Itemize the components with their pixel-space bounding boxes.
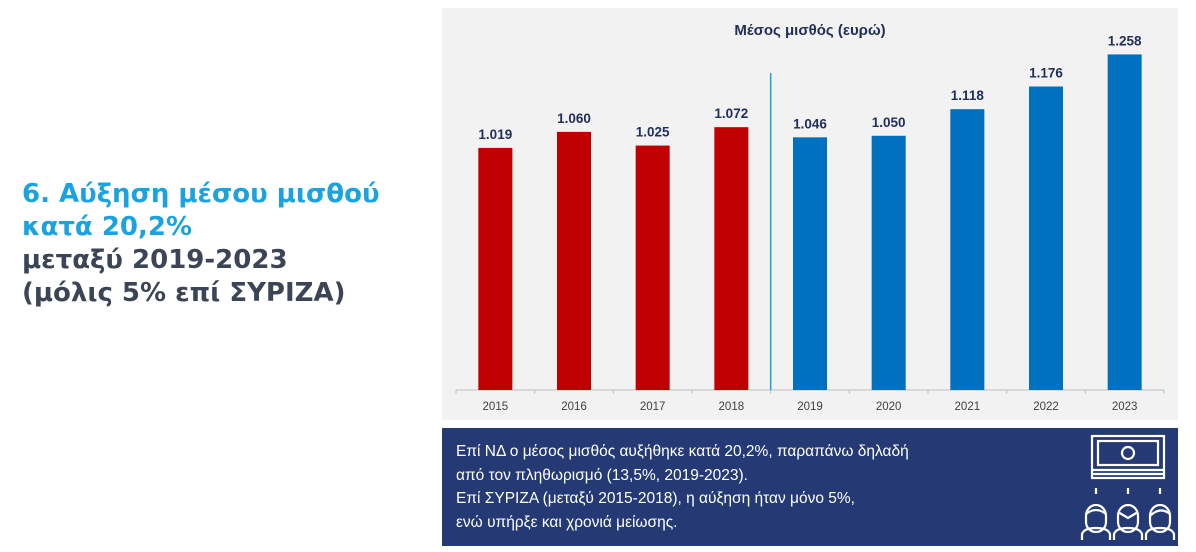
bar-2022	[1029, 86, 1063, 391]
x-tick-label-2018: 2018	[719, 401, 745, 413]
chart-panel: Μέσος μισθός (ευρώ) 1.019 2015 1.060 2016 1.…	[442, 8, 1178, 420]
bar-2020	[871, 135, 906, 390]
data-label-2017: 1.025	[636, 125, 670, 140]
bar-2023	[1107, 54, 1142, 390]
bar-chart: 1.019 2015 1.060 2016 1.025 2017 1.072 2018 1.04…	[455, 33, 1165, 413]
x-tick-label-2019: 2019	[797, 401, 823, 413]
data-label-2022: 1.176	[1029, 65, 1063, 80]
headline-line-4: (μόλις 5% επί ΣΥΡΙΖΑ)	[22, 278, 346, 308]
x-tick-label-2023: 2023	[1112, 401, 1138, 413]
bar-2016	[557, 131, 591, 390]
note-line-1: Επί ΝΔ ο μέσος μισθός αυξήθηκε κατά 20,2…	[456, 443, 909, 460]
chart-title: Μέσος μισθός (ευρώ)	[734, 22, 886, 39]
data-label-2015: 1.019	[478, 127, 512, 142]
salary-people-icon	[1080, 434, 1176, 540]
x-tick-label-2016: 2016	[561, 401, 587, 413]
x-tick-label-2022: 2022	[1033, 401, 1059, 413]
note-line-4: ενώ υπήρξε και χρονιά μείωσης.	[456, 513, 678, 531]
bar-2018	[714, 127, 749, 390]
x-tick-label-2017: 2017	[640, 401, 666, 413]
data-label-2023: 1.258	[1108, 33, 1142, 48]
data-label-2019: 1.046	[793, 116, 827, 131]
headline-line-2: κατά 20,2%	[22, 212, 193, 242]
headline: 6. Αύξηση μέσου μισθού κατά 20,2% μεταξύ…	[22, 178, 422, 310]
bar-2017	[635, 145, 670, 390]
data-label-2021: 1.118	[951, 88, 985, 103]
note-text: Επί ΝΔ ο μέσος μισθός αυξήθηκε κατά 20,2…	[456, 440, 1066, 534]
x-tick-label-2020: 2020	[876, 401, 902, 413]
headline-line-1: 6. Αύξηση μέσου μισθού	[22, 179, 380, 209]
note-line-3: Επί ΣΥΡΙΖΑ (μεταξύ 2015-2018), η αύξηση …	[456, 490, 855, 507]
bar-2021	[950, 109, 985, 390]
x-tick-label-2015: 2015	[483, 401, 509, 413]
x-tick-label-2021: 2021	[955, 401, 981, 413]
data-label-2020: 1.050	[872, 115, 906, 130]
note-line-2: από τον πληθωρισμό (13,5%, 2019-2023).	[456, 466, 748, 484]
bar-2019	[793, 137, 827, 390]
headline-line-3: μεταξύ 2019-2023	[22, 245, 288, 275]
data-label-2018: 1.072	[714, 106, 748, 121]
bar-2015	[478, 147, 513, 390]
note-box: Επί ΝΔ ο μέσος μισθός αυξήθηκε κατά 20,2…	[442, 428, 1178, 546]
data-label-2016: 1.060	[557, 111, 591, 126]
